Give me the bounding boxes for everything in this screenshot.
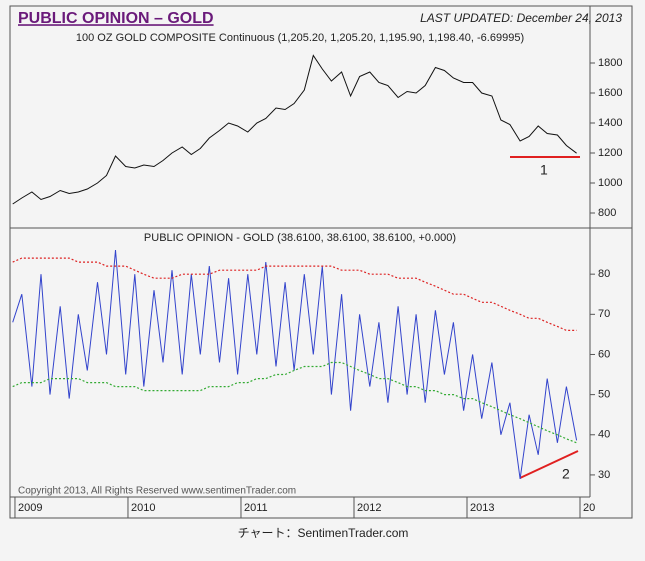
y-tick-label: 1400 (598, 117, 622, 129)
page-title: PUBLIC OPINION – GOLD (18, 10, 214, 27)
y-tick-label: 30 (598, 469, 610, 481)
chart-frame (9, 5, 633, 519)
y-tick-label: 800 (598, 207, 616, 219)
panel-title: PUBLIC OPINION - GOLD (38.6100, 38.6100,… (144, 232, 456, 244)
x-tick-label: 2012 (357, 502, 381, 514)
x-tick-label: 2011 (244, 502, 268, 514)
panel-title: 100 OZ GOLD COMPOSITE Continuous (1,205.… (76, 32, 524, 44)
caption: チャート：SentimenTrader.com (238, 526, 409, 540)
y-tick-label: 1000 (598, 177, 622, 189)
series-line (12, 361, 577, 444)
last-updated: LAST UPDATED: December 24, 2013 (420, 11, 622, 25)
series-line (12, 54, 577, 205)
x-tick-label: 2009 (18, 502, 42, 514)
y-tick-label: 50 (598, 389, 610, 401)
y-tick-label: 40 (598, 429, 610, 441)
y-tick-label: 1800 (598, 57, 622, 69)
y-tick-label: 1200 (598, 147, 622, 159)
x-tick-label: 2010 (131, 502, 155, 514)
x-tick-label: 2013 (470, 502, 494, 514)
y-tick-label: 60 (598, 348, 610, 360)
y-tick-label: 80 (598, 268, 610, 280)
copyright: Copyright 2013, All Rights Reserved www.… (18, 486, 296, 497)
trend-line (519, 450, 579, 479)
y-tick-label: 1600 (598, 87, 622, 99)
x-tick-label: 20 (583, 502, 595, 514)
y-tick-label: 70 (598, 308, 610, 320)
annotation: 1 (540, 162, 548, 178)
series-line (12, 257, 577, 331)
annotation: 2 (562, 466, 570, 482)
